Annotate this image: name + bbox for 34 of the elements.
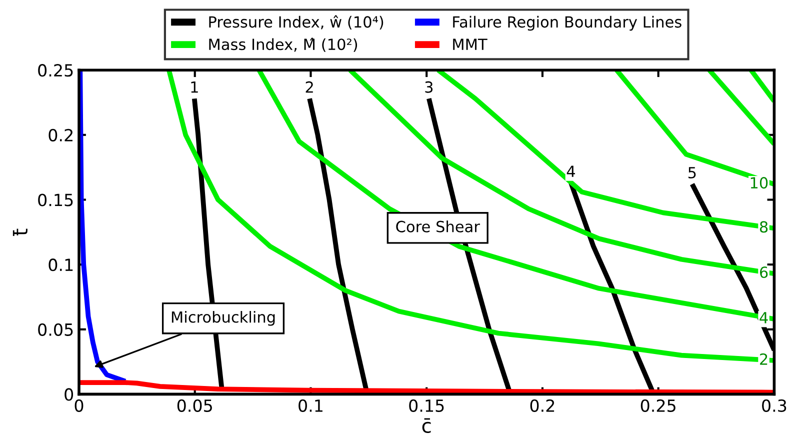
x-axis-title: c̄: [422, 418, 431, 434]
line-series: [348, 70, 774, 276]
legend-label: MMT: [453, 38, 488, 50]
y-tick-label: 0.2: [48, 128, 72, 142]
x-tick-label: 0.3: [762, 399, 786, 412]
y-tick-label: 0.1: [48, 258, 73, 272]
annotation: Microbuckling: [172, 310, 275, 326]
x-tick-label: 0.25: [640, 399, 676, 412]
y-tick-label: 0.25: [38, 64, 73, 77]
y-axis-title: t̄: [12, 228, 28, 236]
line-series: [436, 70, 774, 231]
annotation: 4: [760, 312, 768, 324]
legend-label: Mass Index, M̂ (10²): [209, 38, 358, 52]
y-tick-label: 0: [64, 388, 74, 401]
x-tick-label: 0.05: [177, 399, 212, 412]
y-tick-label: 0.05: [38, 323, 73, 336]
y-tick-label: 0.15: [38, 194, 73, 206]
annotation: 4: [566, 166, 575, 177]
annotation: 3: [425, 81, 433, 93]
annotation: 6: [760, 266, 768, 278]
x-tick-label: 0.15: [409, 399, 444, 412]
annotation: 1: [191, 82, 198, 93]
x-tick-label: 0: [74, 399, 84, 412]
x-tick-label: 0.2: [530, 399, 554, 412]
annotation: 2: [760, 353, 768, 365]
annotation: Core Shear: [396, 220, 480, 232]
legend-label: Failure Region Boundary Lines: [453, 16, 682, 31]
x-tick-label: 0.1: [298, 399, 322, 412]
annotation: 8: [760, 221, 768, 233]
annotation: 5: [688, 167, 696, 178]
annotation: 10: [750, 177, 768, 189]
annotation: 2: [306, 81, 313, 93]
line-series: [166, 70, 774, 363]
legend-label: Pressure Index, ŵ (10⁴): [209, 15, 384, 30]
